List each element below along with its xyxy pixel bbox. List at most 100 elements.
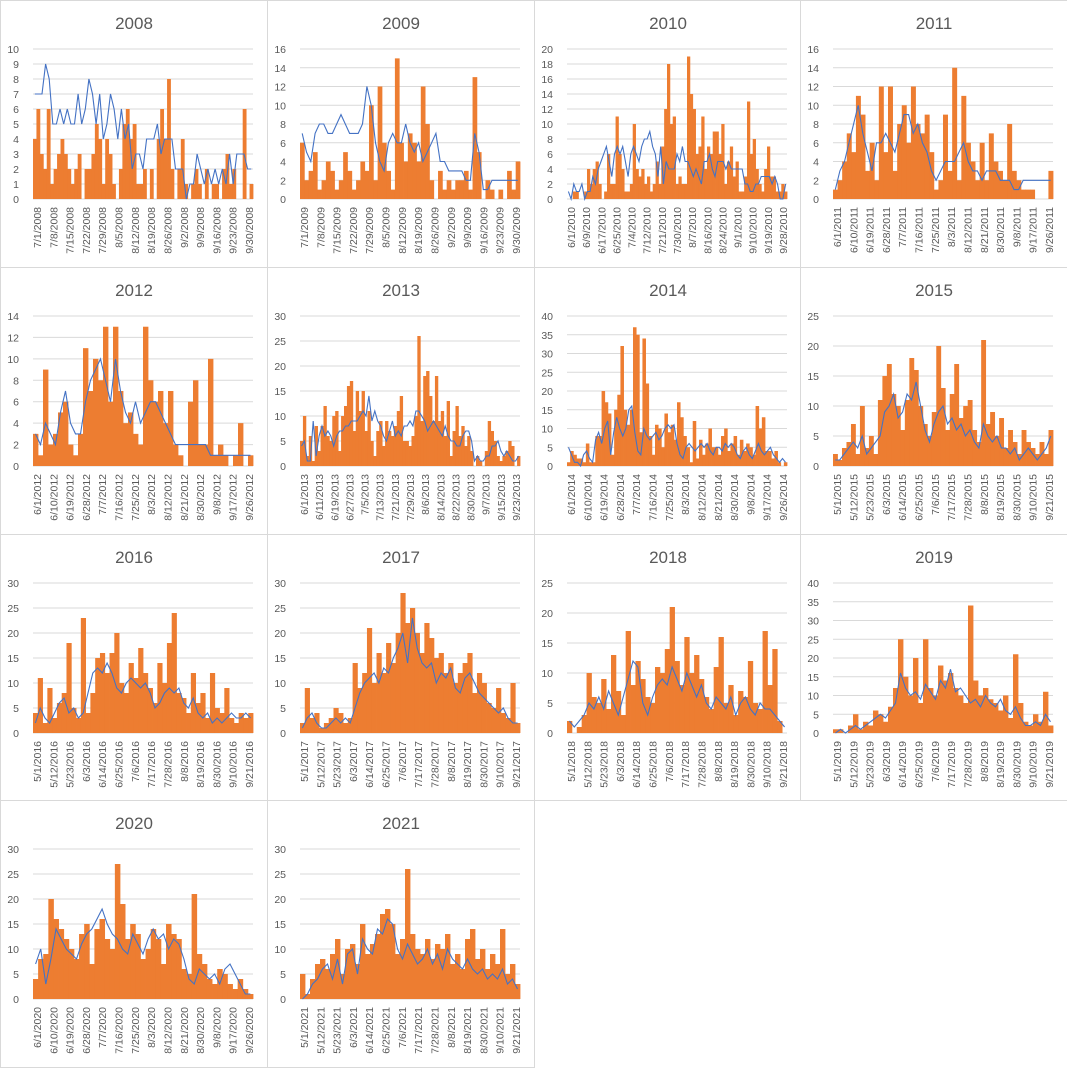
bar [457,673,464,733]
bar [228,184,233,199]
bar [147,688,153,733]
y-tick-label: 5 [547,698,553,710]
bar [695,154,699,199]
x-tick-label: 6/3/2016 [81,741,93,782]
bar [949,394,955,466]
y-tick-label: 25 [7,603,19,615]
bar [37,678,43,733]
bar [704,169,708,199]
bar [367,411,371,466]
chart-panel-2015: 2015 0 5 10 15 20 25 5/1/2015 5/12/2015 5/23/2015… [800,267,1067,535]
bar [988,133,994,199]
bar [168,391,174,466]
y-tick-label: 20 [541,608,553,620]
bar [629,409,634,466]
bar [184,184,189,199]
y-tick-label: 15 [274,919,286,931]
bar [33,433,39,466]
y-tick-label: 10 [541,119,553,131]
bar [373,180,379,199]
x-tick-label: 9/19/2010 [763,207,775,254]
bar [109,949,116,999]
x-tick-label: 9/17/2011 [1028,207,1040,253]
bar [399,396,404,466]
x-tick-label: 6/28/2012 [81,474,93,521]
bar [712,131,716,199]
bar [626,424,631,466]
bar [53,919,59,999]
x-tick-label: 8/26/2008 [162,207,174,254]
x-tick-label: 9/21/2019 [1044,741,1056,788]
bar [399,142,404,199]
y-tick-label: 35 [541,330,553,342]
bar [695,458,700,466]
bar [196,954,203,999]
bar [1021,430,1027,466]
chart-panel-2021: 2021 0 5 10 15 20 25 30 5/1/2021 5/12/2021 5/23/20… [267,800,535,1068]
bar [500,713,507,733]
bar [101,184,106,199]
x-tick-label: 8/14/2013 [435,474,447,521]
bar [393,426,398,466]
x-tick-label: 9/9/2008 [195,207,207,248]
x-tick-label: 7/28/2015 [962,474,974,521]
x-tick-label: 8/8/2017 [446,741,458,782]
x-tick-label: 5/12/2015 [848,474,860,521]
bar [981,340,987,466]
bar [376,431,380,466]
bar [940,388,946,466]
x-tick-label: 6/3/2018 [615,741,627,782]
bar [692,421,697,466]
bar [642,338,646,466]
y-tick-label: 10 [807,100,819,112]
x-tick-label: 7/25/2011 [930,207,942,253]
bar [118,169,123,199]
bar [868,725,874,733]
x-tick-label: 6/25/2010 [611,207,623,254]
bar [505,451,509,466]
line-series [301,617,518,729]
x-tick-label: 9/21/2015 [1044,474,1056,521]
bar [573,454,577,466]
bar [341,416,345,466]
y-tick-label: 0 [547,194,553,206]
bar [958,418,964,466]
bar [170,169,175,199]
bar [450,964,456,999]
y-tick-label: 20 [807,341,819,353]
bar [661,447,665,466]
bar [1003,695,1009,733]
y-tick-label: 30 [807,616,819,628]
bar [442,189,448,199]
y-tick-label: 5 [280,436,286,448]
y-tick-label: 12 [7,332,19,344]
x-tick-label: 5/1/2018 [566,741,578,782]
bar [330,170,335,199]
bar [699,439,703,466]
bar [699,679,705,733]
chart-svg: 2013 0 5 10 15 20 25 30 6/1/2013 6/11/2013 6/19/20… [274,281,523,521]
y-tick-label: 8 [280,119,286,131]
y-tick-label: 30 [274,578,286,590]
bar [587,169,591,199]
x-tick-label: 7/15/2009 [332,207,344,254]
x-tick-label: 7/17/2021 [413,1007,425,1054]
x-tick-label: 5/1/2016 [32,741,44,782]
x-tick-label: 8/12/2008 [130,207,142,254]
bar [493,441,497,466]
bar [98,380,104,466]
bar [1013,654,1019,733]
bar [480,949,486,999]
bar [132,124,137,199]
bar [453,683,459,733]
y-tick-label: 4 [13,134,19,146]
bar [739,439,744,466]
bar [897,124,903,199]
chart-title: 2008 [115,14,153,33]
bar [732,176,736,199]
bar [609,184,614,199]
bar [614,409,618,466]
x-tick-label: 8/19/2018 [729,741,741,788]
bar [936,346,942,466]
bar [484,451,489,466]
